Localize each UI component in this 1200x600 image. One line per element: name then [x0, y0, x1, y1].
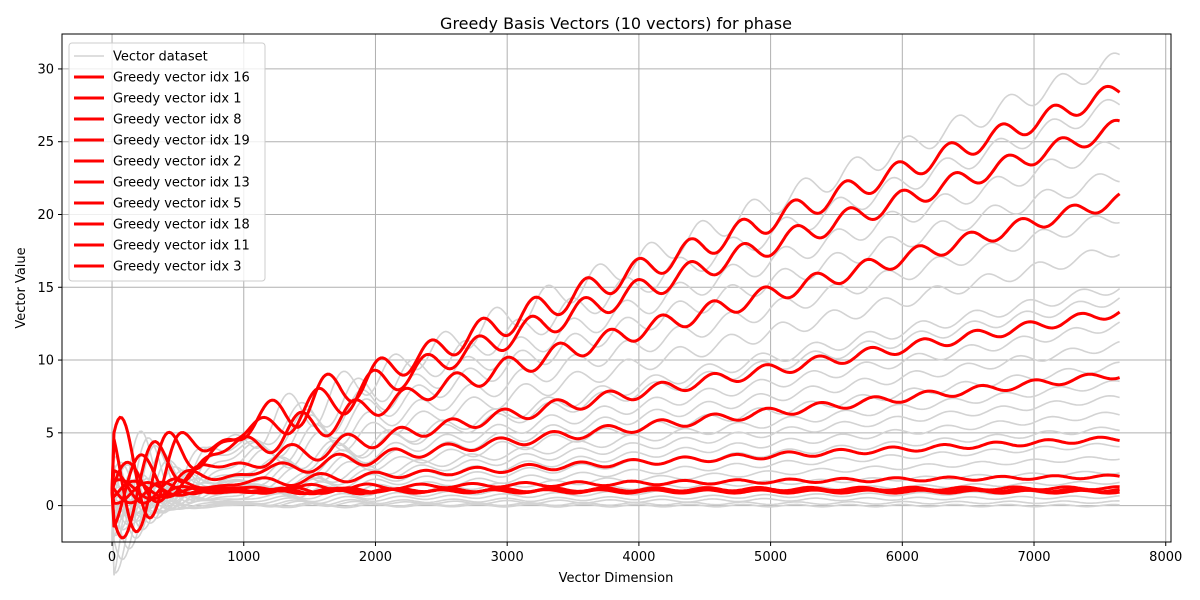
grid: [62, 34, 1171, 542]
x-tick-label: 4000: [622, 550, 655, 565]
legend-label: Greedy vector idx 16: [113, 71, 250, 86]
greedy-series-line: [110, 118, 1120, 534]
legend-label: Greedy vector idx 8: [113, 113, 242, 128]
dataset-line: [111, 98, 1121, 574]
y-tick-label: 25: [37, 135, 54, 150]
dataset-line: [111, 498, 1120, 516]
dataset-line: [111, 361, 1120, 537]
y-tick-label: 10: [37, 354, 54, 369]
x-tick-label: 1000: [227, 550, 260, 565]
greedy-series-line: [110, 478, 1120, 501]
x-tick-label: 3000: [491, 550, 524, 565]
dataset-line: [111, 173, 1120, 550]
legend-label: Greedy vector idx 13: [113, 176, 250, 191]
x-ticks: 0 1000 2000 3000 4000 5000 6000 7000 8000: [108, 542, 1182, 565]
x-tick-label: 8000: [1149, 550, 1182, 565]
legend-label: Greedy vector idx 1: [113, 92, 242, 107]
x-tick-label: 2000: [359, 550, 392, 565]
greedy-series-line: [110, 372, 1121, 504]
y-tick-label: 0: [46, 499, 54, 514]
greedy-series-line: [110, 310, 1121, 528]
x-tick-label: 0: [108, 550, 116, 565]
greedy-series-line: [110, 84, 1121, 520]
y-tick-label: 15: [37, 281, 54, 296]
y-tick-label: 20: [37, 208, 54, 223]
legend: Vector dataset Greedy vector idx 16 Greedy…: [68, 42, 266, 282]
legend-label: Greedy vector idx 5: [113, 197, 242, 212]
legend-label: Greedy vector idx 18: [113, 218, 250, 233]
dataset-line: [111, 489, 1120, 519]
dataset-line: [111, 340, 1120, 540]
y-tick-label: 30: [37, 62, 54, 77]
y-ticks: 0 5 10 15 20 25 30: [37, 62, 62, 514]
legend-label: Vector dataset: [113, 50, 208, 65]
y-tick-label: 5: [46, 426, 54, 441]
greedy-lines: [110, 84, 1121, 540]
x-tick-label: 5000: [754, 550, 787, 565]
dataset-line: [111, 495, 1120, 517]
x-axis-label: Vector Dimension: [559, 571, 674, 586]
x-tick-label: 6000: [886, 550, 919, 565]
y-axis-label: Vector Value: [14, 247, 29, 328]
plot-frame: [61, 33, 1172, 543]
greedy-series-line: [110, 192, 1121, 540]
legend-frame: [68, 42, 266, 282]
x-tick-label: 7000: [1017, 550, 1050, 565]
legend-label: Greedy vector idx 3: [113, 260, 242, 275]
greedy-series-line: [110, 435, 1120, 505]
chart-title: Greedy Basis Vectors (10 vectors) for ph…: [440, 14, 792, 33]
legend-label: Greedy vector idx 2: [113, 155, 242, 170]
legend-label: Greedy vector idx 11: [113, 239, 250, 254]
dataset-line: [111, 470, 1120, 515]
legend-label: Greedy vector idx 19: [113, 134, 250, 149]
